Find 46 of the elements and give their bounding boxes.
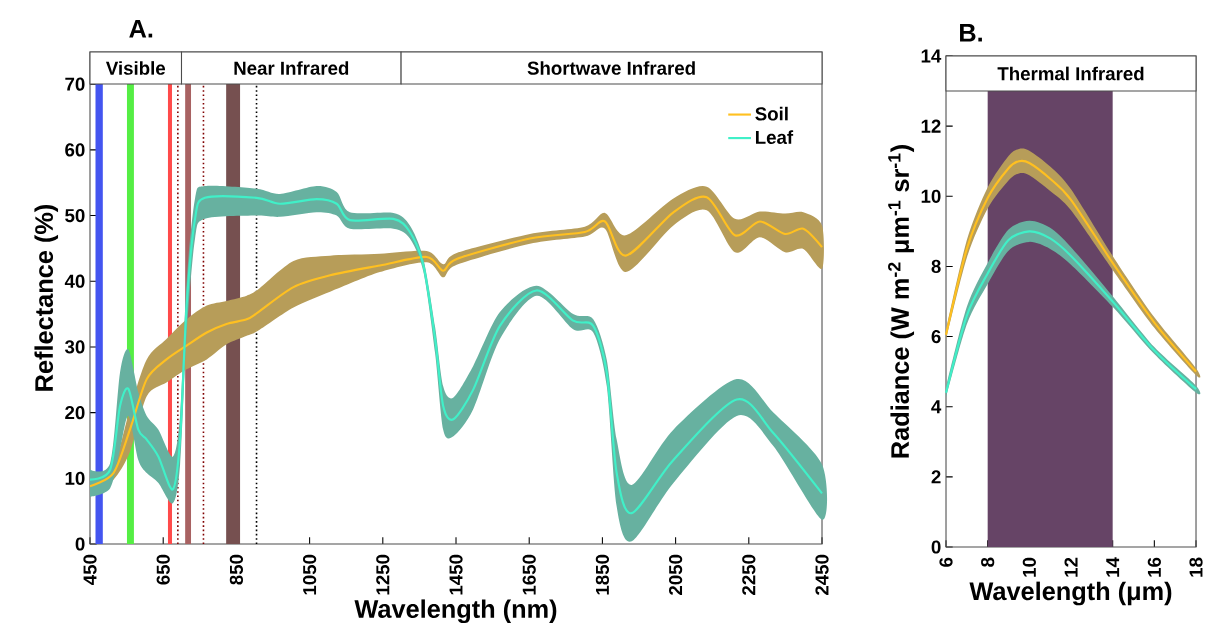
y-tick-label: 8 — [931, 259, 941, 274]
band-label: Visible — [105, 61, 166, 75]
x-tick-label: 16 — [1147, 557, 1161, 577]
band-label: Shortwave Infrared — [527, 61, 695, 75]
y-tick-label: 70 — [65, 77, 85, 91]
x-tick-label: 12 — [1064, 557, 1078, 577]
y-axis-title: Reflectance (%) — [34, 204, 59, 391]
x-tick-label: 1450 — [449, 554, 463, 595]
x-tick-label: 6 — [939, 557, 953, 567]
band-label: Near Infrared — [234, 61, 349, 75]
y-tick-label: 10 — [65, 471, 85, 485]
x-tick-label: 2450 — [815, 554, 829, 595]
y-tick-label: 6 — [931, 329, 941, 344]
y-tick-label: 20 — [65, 406, 85, 420]
x-axis-title: Wavelength (μm) — [969, 581, 1172, 606]
y-tick-label: 10 — [921, 189, 941, 203]
y-tick-label: 40 — [64, 274, 85, 288]
x-tick-label: 450 — [83, 554, 97, 585]
y-tick-label: 4 — [931, 400, 942, 414]
y-tick-label: 30 — [64, 340, 85, 354]
x-tick-label: 18 — [1189, 557, 1203, 577]
y-tick-label: 50 — [65, 208, 85, 223]
band-label: Thermal Infrared — [997, 66, 1144, 81]
y-tick-label: 60 — [65, 143, 85, 157]
x-tick-label: 8 — [981, 557, 995, 567]
chart-title: A. — [129, 20, 153, 38]
x-tick-label: 850 — [229, 554, 244, 585]
x-tick-label: 14 — [1106, 557, 1120, 577]
x-tick-label: 1650 — [522, 554, 536, 595]
chart-title: B. — [960, 24, 982, 42]
legend-label: Soil — [755, 106, 788, 121]
x-tick-label: 1250 — [376, 554, 390, 595]
legend-label: Leaf — [755, 130, 794, 145]
y-tick-label: 2 — [931, 470, 941, 484]
x-tick-label: 1050 — [302, 554, 317, 595]
x-tick-label: 1850 — [595, 554, 610, 595]
y-axis-title: Radiance (W m$^{-2}$ μm$^{-1}$ sr$^{-1}$) — [888, 145, 915, 458]
y-tick-label: 0 — [931, 540, 941, 554]
x-tick-label: 10 — [1022, 557, 1036, 577]
x-tick-label: 2050 — [668, 554, 683, 595]
y-tick-label: 12 — [921, 119, 941, 133]
x-tick-label: 2250 — [742, 554, 756, 595]
y-tick-label: 14 — [921, 49, 942, 63]
x-axis-title: Wavelength (nm) — [354, 599, 557, 624]
x-tick-label: 650 — [156, 554, 170, 585]
y-tick-label: 0 — [75, 537, 85, 551]
